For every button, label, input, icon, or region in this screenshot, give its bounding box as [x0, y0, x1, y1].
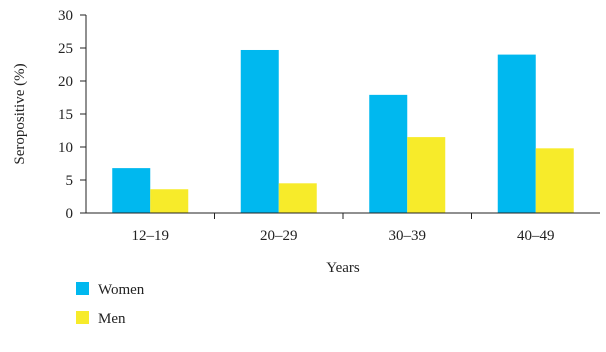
bar-women-0: [112, 168, 151, 213]
y-tick-label: 10: [58, 140, 73, 156]
bar-men-2: [407, 137, 446, 213]
x-ticks-group: 12–19 20–29 30–39 40–49: [132, 213, 555, 244]
x-tick-label: 30–39: [389, 228, 427, 244]
bar-women-2: [369, 94, 408, 213]
x-tick-label: 40–49: [517, 228, 555, 244]
x-tick-label: 12–19: [132, 228, 170, 244]
legend-label-women: Women: [98, 282, 145, 298]
y-axis-title: Seropositive (%): [12, 63, 28, 164]
y-tick-label: 25: [58, 41, 73, 57]
legend-label-men: Men: [98, 311, 126, 327]
legend-swatch-women: [76, 282, 89, 295]
bar-women-3: [497, 54, 536, 213]
x-axis-title: Years: [326, 260, 360, 276]
bar-men-0: [150, 189, 189, 213]
y-tick-label: 30: [58, 8, 73, 24]
bar-men-1: [278, 183, 317, 213]
bars-group: [112, 49, 574, 214]
y-ticks-group: 0 5 10 15 20 25 30: [58, 8, 86, 222]
legend-swatch-men: [76, 311, 89, 324]
y-tick-label: 15: [58, 107, 73, 123]
x-tick-label: 20–29: [260, 228, 298, 244]
bar-men-3: [535, 148, 574, 213]
legend: Women Men: [76, 282, 145, 327]
bar-women-1: [240, 49, 279, 214]
y-tick-label: 20: [58, 74, 73, 90]
y-tick-label: 5: [66, 173, 74, 189]
y-tick-label: 0: [66, 206, 74, 222]
